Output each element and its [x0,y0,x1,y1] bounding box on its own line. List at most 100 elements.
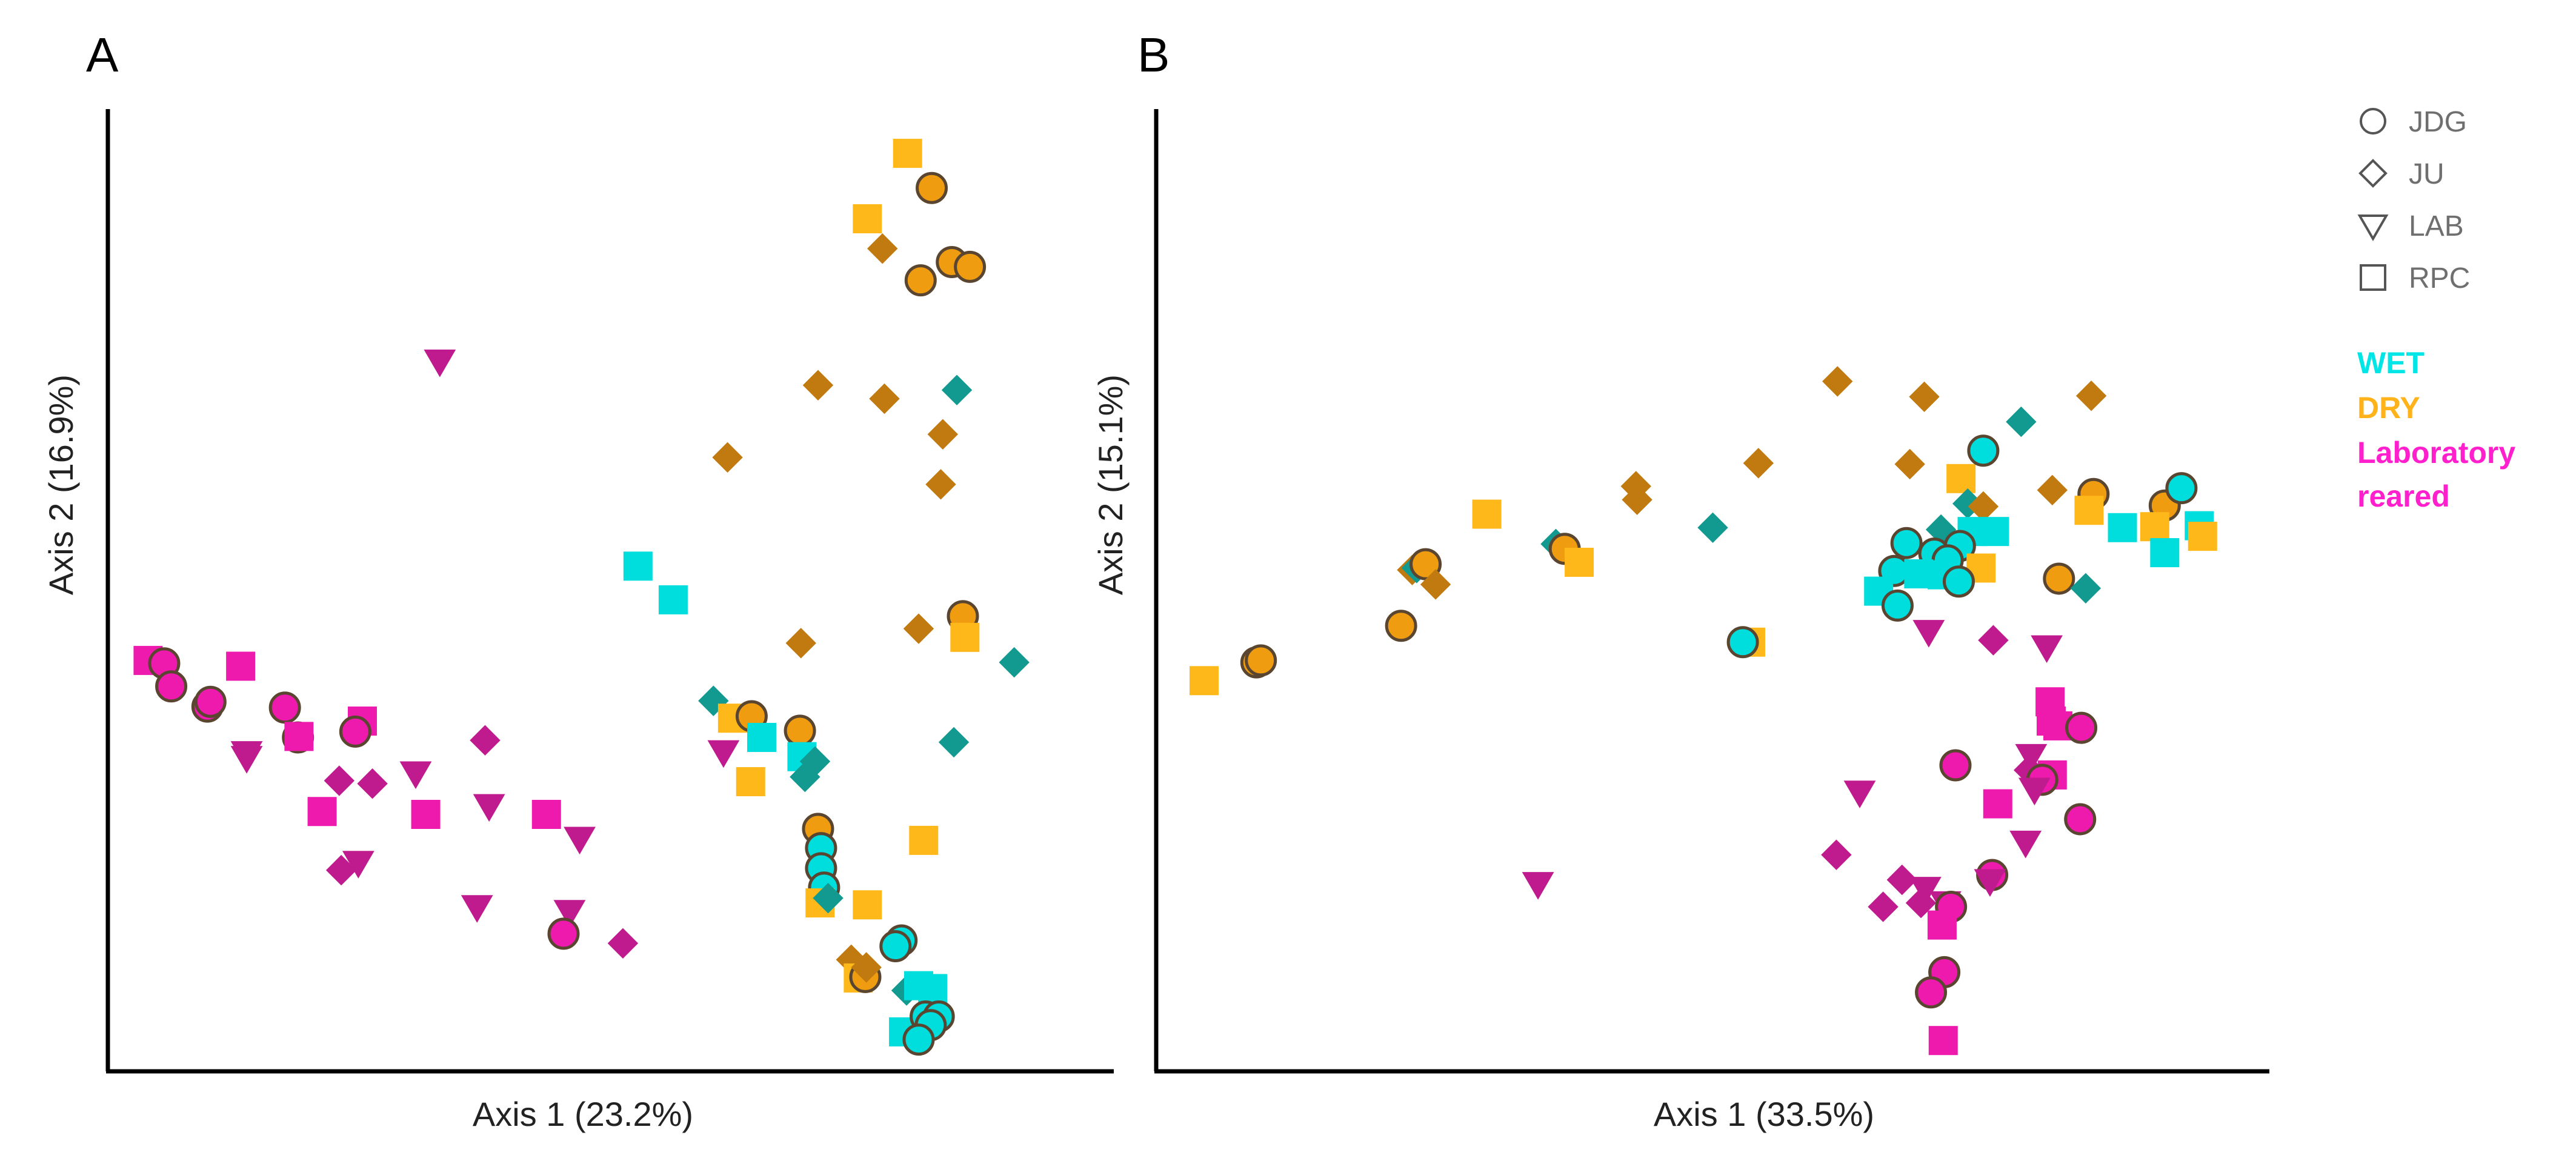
panel-b-point-dry-diamond [1622,484,1652,515]
legend-circle-icon [2360,108,2386,135]
panel-a-point-wet-square [623,551,653,581]
panel-b-point-dry-square [1472,499,1502,529]
panel-b-point-wet-circle [1890,527,1923,559]
panel-a-label: A [86,28,119,82]
panel-a-point-dry-diamond [927,419,958,450]
legend-color-label-0-line-0: WET [2357,346,2425,380]
panel-a-point-lab-triangle-down [399,761,432,790]
panel-b-point-dry-diamond [1909,381,1940,413]
legend-color-label-2-line-1: reared [2357,479,2450,513]
panel-a-point-lab-circle [268,691,301,724]
panel-a-point-dry-diamond [851,952,882,983]
panel-b-point-wet-diamond [1697,512,1728,543]
panel-a-point-dry-diamond [802,370,834,401]
panel-a-point-wet-diamond [790,761,820,793]
panel-a-point-dry-square [736,767,765,797]
panel-b-point-lab-triangle-down [2009,830,2042,859]
panel-b-point-dry-square [2074,496,2104,525]
panel-b-point-lab-circle [1939,749,1972,782]
panel-b-point-lab-triangle-down [1522,872,1554,900]
panel-b-point-wet-circle [2165,472,2198,505]
panel-a-point-dry-square [893,139,922,168]
panel-b-point-dry-diamond [1822,366,1853,397]
panel-a-point-lab-diamond [324,765,354,796]
legend-label-rpc: RPC [2409,262,2470,294]
panel-b-point-lab-circle [1915,976,1948,1009]
panel-a-marks [133,139,1030,1056]
panel-a-point-dry-diamond [712,442,743,473]
panel-a-point-wet-circle [879,930,912,963]
panel-b-point-lab-diamond [1905,887,1937,919]
panel-a-point-dry-diamond [903,613,934,644]
panel-b-x-title: Axis 1 (33.5%) [1654,1095,1874,1133]
color-legend: WET DRY Laboratory reared [2357,346,2515,513]
panel-a-x-title: Axis 1 (23.2%) [473,1095,693,1133]
panel-b-point-dry-square [1565,547,1594,577]
panel-b-point-wet-square [2108,513,2137,542]
panel-a-point-lab-circle [155,670,188,703]
panel-a-point-lab-triangle-down [564,827,596,855]
panel-b-point-lab-triangle-down [1843,780,1876,808]
panel-a-point-wet-diamond [813,882,844,914]
panel-a-point-lab-square [531,800,561,830]
panel-a-point-dry-circle [784,714,816,747]
legend-label-jdg: JDG [2409,106,2467,138]
legend-label-lab: LAB [2409,210,2464,242]
panel-a-point-lab-square [411,800,441,830]
legend-square-icon [2360,264,2386,291]
panel-b-point-wet-circle [1967,434,2000,467]
panel-b-point-lab-diamond [1886,864,1917,896]
panel-a-point-lab-square [226,651,256,681]
panel-b-point-dry-diamond [1894,448,1925,480]
panel-a-point-lab-triangle-down [342,851,374,879]
panel-b-point-lab-triangle-down [1974,869,2006,897]
panel-a-point-dry-diamond [869,383,900,414]
panel-b-point-wet-diamond [1925,514,1957,545]
legend-triangle-down-icon [2357,215,2389,241]
legend-diamond-icon [2358,159,2388,188]
panel-a-point-wet-diamond [941,374,973,405]
panel-a-point-dry-square [909,825,939,855]
panel-a-point-dry-square [853,890,882,920]
panel-b-point-dry-square [1189,666,1219,696]
panel-a: A Axis 1 (23.2%) Axis 2 (16.9%) [42,28,1114,1133]
panel-a-point-dry-diamond [785,628,816,659]
panel-b-point-dry-circle [1385,610,1417,642]
legend-label-ju: JU [2409,158,2445,190]
panel-b-marks [1189,366,2217,1056]
panel-b-point-dry-circle [2043,562,2075,595]
panel-a-point-lab-diamond [325,854,357,886]
panel-a-point-dry-circle [904,264,937,297]
panel-a-point-lab-triangle-down [230,746,263,774]
panel-b-point-wet-square [2150,538,2180,568]
panel-b-point-lab-triangle-down [1909,877,1942,905]
panel-b-point-lab-triangle-down [2031,635,2063,664]
panel-a-point-dry-circle [916,171,948,204]
panel-b-point-lab-square [1928,1026,1958,1056]
panel-a-point-lab-triangle-down [461,895,493,923]
panel-b-point-dry-square [2140,512,2169,542]
panel-b-point-dry-circle [1245,644,1277,677]
panel-a-point-lab-triangle-down [707,740,740,768]
panel-a-point-lab-diamond [607,928,639,959]
panel-a-point-lab-triangle-down [473,794,505,822]
panel-b-point-lab-square [1927,910,1957,940]
panel-a-point-lab-circle [194,685,227,718]
panel-b-label: B [1137,28,1170,82]
panel-b-point-lab-square [1983,789,2012,819]
panel-b: B Axis 1 (33.5%) Axis 2 (15.1%) [1091,28,2269,1133]
panel-a-point-lab-triangle-down [424,349,456,378]
panel-b-point-lab-triangle-down [2018,777,2051,806]
panel-a-point-dry-circle [954,250,987,283]
panel-a-point-wet-diamond [799,746,831,777]
panel-b-point-lab-circle [2064,803,2097,836]
shape-legend: JDG JU LAB RPC [2357,106,2470,294]
panel-b-point-dry-diamond [1420,569,1451,600]
panel-b-point-wet-circle [1942,565,1975,598]
panel-a-point-lab-square [307,797,337,827]
panel-b-point-dry-circle [1409,548,1442,580]
panel-b-point-lab-circle [2065,711,2098,744]
panel-b-point-dry-diamond [1968,491,1999,522]
panel-a-point-wet-diamond [938,727,970,758]
